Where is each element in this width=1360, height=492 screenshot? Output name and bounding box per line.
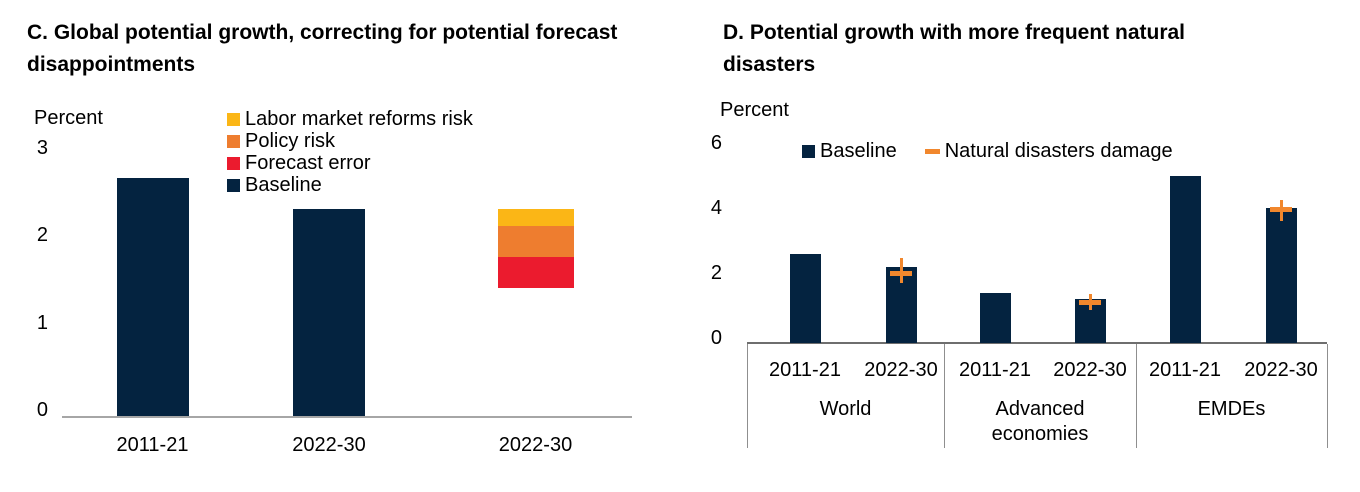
bar-segment-forecast-error (497, 256, 574, 288)
table-border (944, 344, 945, 448)
legend-item-label: Baseline (820, 140, 897, 162)
panel-c-unit-label: Percent (34, 107, 103, 129)
natural-disaster-marker (1270, 207, 1292, 213)
table-border (1136, 344, 1137, 448)
panel-c-title: C. Global potential growth, correcting f… (27, 21, 618, 76)
y-tick-label: 1 (36, 311, 48, 334)
bar-segment-labor-market-reforms-risk (497, 208, 574, 227)
group-label-text: Advanced economies (991, 398, 1089, 445)
y-tick-label: 6 (710, 132, 722, 154)
table-border (747, 344, 748, 448)
x-axis-line (62, 416, 632, 418)
category-label: 2022-30 (498, 434, 573, 456)
legend-swatch-icon (227, 112, 240, 126)
legend-item-label: Natural disasters damage (944, 140, 1173, 162)
y-tick-label: 0 (36, 399, 48, 421)
legend-dash-icon (924, 148, 940, 154)
group-label-text: EMDEs (1197, 398, 1266, 420)
group-label: World (747, 397, 944, 422)
panel-c: C. Global potential growth, correcting f… (27, 21, 632, 456)
category-label: 2011-21 (116, 434, 189, 456)
bar-segment-policy-risk (497, 226, 574, 257)
legend-item: Forecast error (227, 152, 371, 174)
category-label: 2022-30 (292, 434, 366, 456)
category-label: 2011-21 (959, 359, 1031, 381)
group-label: Advanced economies (944, 397, 1136, 447)
legend-square-icon (802, 144, 815, 158)
legend-item: Labor market reforms risk (227, 108, 473, 130)
legend-item: Policy risk (227, 130, 335, 152)
legend-swatch-icon (227, 178, 240, 192)
group-label-text: World (819, 398, 872, 420)
y-tick-label: 4 (710, 197, 722, 219)
category-label: 2011-21 (769, 359, 841, 381)
bar-baseline (979, 292, 1011, 343)
bar-baseline (1169, 175, 1201, 343)
panel-c-plot: 0 1 2 3 2011-21 2022-30 2022-30 Labor market re… (36, 108, 632, 456)
legend-item: Baseline (227, 174, 322, 196)
category-label: 2022-30 (1053, 359, 1127, 381)
y-tick-label: 3 (36, 136, 48, 159)
table-border (1327, 344, 1328, 448)
legend-item-label: Baseline (245, 174, 322, 196)
bar-baseline (789, 253, 821, 343)
bar-segment-baseline (116, 178, 189, 416)
legend-swatch-icon (227, 156, 240, 170)
legend-item-label: Labor market reforms risk (245, 108, 473, 130)
bar-baseline (1265, 208, 1297, 343)
bar-segment-baseline (293, 208, 365, 416)
category-label: 2022-30 (1244, 359, 1318, 381)
natural-disaster-marker (1079, 299, 1101, 305)
legend: Baseline Natural disasters damage (802, 140, 1173, 162)
natural-disaster-marker (890, 270, 912, 276)
x-axis-line (747, 342, 1327, 344)
y-tick-label: 2 (710, 262, 722, 284)
panel-d-title: D. Potential growth with more frequent n… (723, 21, 1186, 76)
panel-d: D. Potential growth with more frequent n… (680, 0, 1360, 492)
category-label: 2022-30 (864, 359, 938, 381)
legend-item-label: Policy risk (245, 130, 336, 152)
y-tick-label: 0 (710, 327, 722, 349)
legend-swatch-icon (227, 134, 240, 148)
group-label: EMDEs (1136, 397, 1327, 422)
category-label: 2011-21 (1149, 359, 1221, 381)
panel-d-unit-label: Percent (720, 99, 789, 121)
y-tick-label: 2 (36, 224, 48, 246)
legend-item-label: Forecast error (245, 152, 371, 174)
